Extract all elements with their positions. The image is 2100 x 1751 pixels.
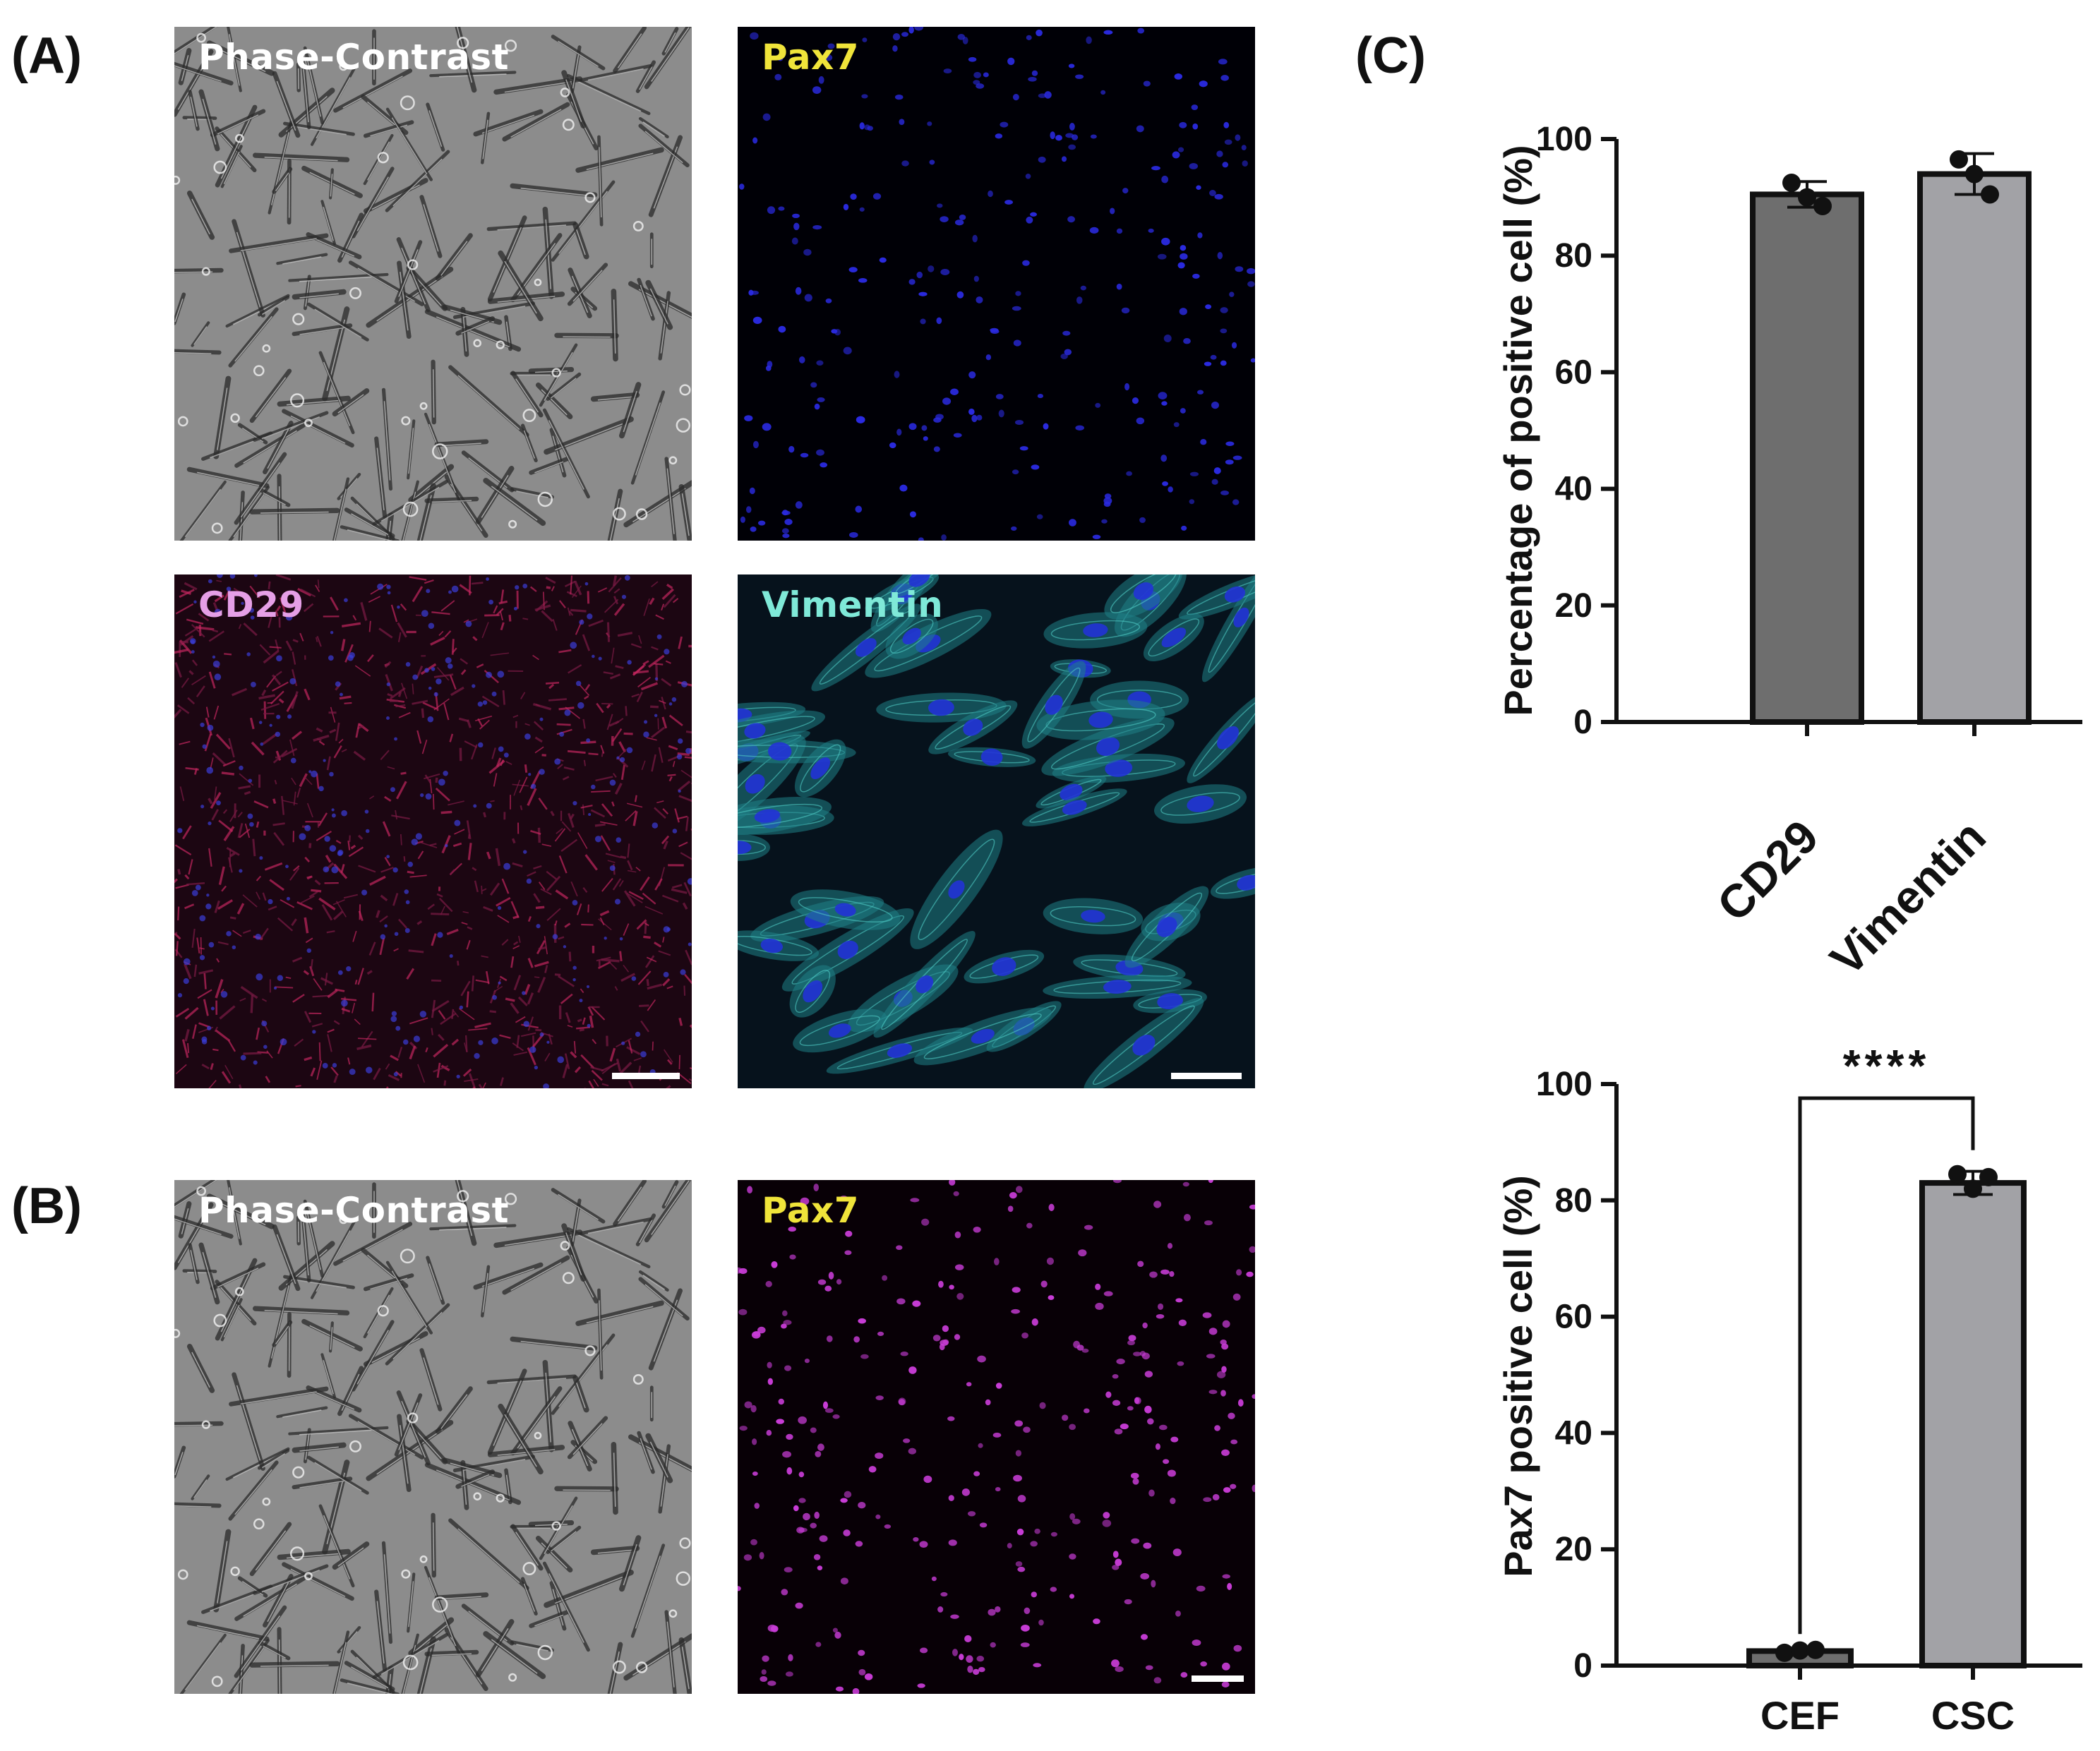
panel-b-letter: (B) — [11, 1178, 82, 1234]
y-axis-label: Percentage of positive cell (%) — [1496, 145, 1540, 716]
x-tick-label: CSC — [1931, 1693, 2015, 1738]
chart-bottom-pax7-positive-cell: 0 20 40 60 80 100 Pax7 positive cell (%) CEF CSC… — [1496, 1040, 2082, 1738]
panel-b-pax7-label: Pax7 — [762, 1190, 860, 1231]
data-point — [1979, 1167, 1998, 1186]
bar-csc — [1919, 1180, 2027, 1668]
data-point — [1782, 173, 1801, 192]
bar-cd29 — [1750, 191, 1864, 726]
data-point — [1965, 164, 1984, 183]
y-tick-label: 100 — [1536, 1066, 1592, 1103]
panel-a-phase-contrast-label: Phase-Contrast — [198, 37, 510, 78]
data-point — [1948, 1165, 1967, 1184]
scale-bar — [1171, 1073, 1242, 1079]
data-point — [1950, 150, 1968, 169]
panel-a-pax7-image: Pax7 — [738, 27, 1255, 541]
data-point — [1798, 188, 1816, 207]
panel-a-vimentin-image: Vimentin — [738, 574, 1255, 1088]
panel-b-pax7-image: Pax7 — [738, 1180, 1255, 1694]
y-tick-label: 0 — [1573, 1647, 1592, 1685]
panel-c-letter: (C) — [1355, 28, 1426, 84]
y-tick-label: 100 — [1536, 121, 1592, 158]
panel-b-phase-contrast-label: Phase-Contrast — [198, 1190, 510, 1231]
data-point — [1981, 185, 1999, 204]
bar-vimentin — [1917, 171, 2032, 725]
y-tick-label: 40 — [1555, 471, 1592, 508]
data-point — [1791, 1641, 1809, 1660]
y-tick-label: 80 — [1555, 1182, 1592, 1220]
data-point — [1775, 1643, 1794, 1662]
panel-a-cd29-label: CD29 — [198, 584, 304, 625]
panel-a-phase-contrast-image: Phase-Contrast — [174, 27, 692, 541]
significance-bracket — [1798, 1096, 1975, 1635]
y-tick-label: 0 — [1573, 704, 1592, 741]
x-tick-label: Vimentin — [1820, 810, 1996, 981]
x-tick-label: CD29 — [1707, 810, 1828, 932]
significance-stars: **** — [1843, 1040, 1931, 1091]
y-tick-label: 20 — [1555, 1531, 1592, 1568]
panel-a-letter: (A) — [11, 28, 82, 84]
panel-a-pax7-label: Pax7 — [762, 37, 860, 78]
panel-a-cd29-image: CD29 — [174, 574, 692, 1088]
x-tick-label: CEF — [1760, 1693, 1840, 1738]
scale-bar — [1192, 1675, 1244, 1682]
y-tick-label: 80 — [1555, 237, 1592, 275]
y-tick-label: 40 — [1555, 1414, 1592, 1452]
data-point — [1964, 1179, 1982, 1198]
scale-bar — [612, 1073, 680, 1079]
y-tick-label: 60 — [1555, 354, 1592, 391]
data-point — [1806, 1640, 1825, 1659]
y-axis-label: Pax7 positive cell (%) — [1496, 1175, 1540, 1577]
y-tick-label: 60 — [1555, 1299, 1592, 1336]
data-point — [1813, 196, 1832, 215]
panel-a-vimentin-label: Vimentin — [762, 584, 944, 625]
panel-b-phase-contrast-image: Phase-Contrast — [174, 1180, 692, 1694]
y-tick-label: 20 — [1555, 587, 1592, 625]
